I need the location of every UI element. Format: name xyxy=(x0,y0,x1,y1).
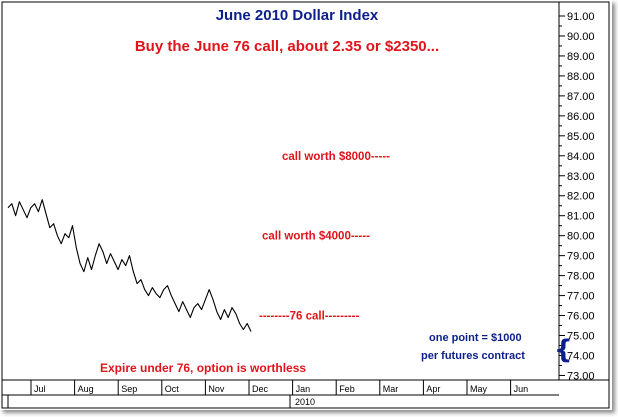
x-tick-label: Jan xyxy=(296,384,311,394)
y-tick-label: 78.00 xyxy=(567,271,595,283)
annotation-call-4000: call worth $4000----- xyxy=(262,231,370,243)
annotation-brace: { xyxy=(554,335,573,365)
y-tick-label: 86.00 xyxy=(567,111,595,123)
chart-frame: 91.00 90.00 89.00 88.00 87.00 86.00 85.00 84.00… xyxy=(1,1,610,409)
x-axis-ticks: Jul Aug Sep Oct Nov Dec Jan Feb Mar Apr May Jun xyxy=(7,380,529,408)
y-tick-label: 90.00 xyxy=(567,31,595,43)
annotation-76-call: --------76 call--------- xyxy=(259,311,359,323)
y-tick-label: 77.00 xyxy=(567,291,595,303)
annotation-per-contract: per futures contract xyxy=(421,350,525,362)
x-tick-label: Apr xyxy=(426,384,440,394)
y-tick-label: 82.00 xyxy=(567,191,595,203)
y-tick-label: 89.00 xyxy=(567,51,595,63)
y-tick-label: 73.00 xyxy=(567,370,595,382)
x-tick-label: Sep xyxy=(121,384,137,394)
y-tick-label: 74.00 xyxy=(567,350,595,362)
x-tick-label: Nov xyxy=(208,384,225,394)
chart-border xyxy=(1,1,610,409)
dollar-index-chart: 91.00 90.00 89.00 88.00 87.00 86.00 85.00 84.00… xyxy=(1,1,610,409)
x-tick-label: Jul xyxy=(34,384,46,394)
chart-subtitle: Buy the June 76 call, about 2.35 or $235… xyxy=(135,38,439,55)
y-tick-label: 76.00 xyxy=(567,311,595,323)
x-tick-label: Aug xyxy=(78,384,94,394)
y-tick-label: 91.00 xyxy=(567,11,595,23)
y-tick-label: 75.00 xyxy=(567,331,595,343)
y-tick-label: 84.00 xyxy=(567,151,595,163)
x-tick-label: Oct xyxy=(165,384,180,394)
y-tick-label: 83.00 xyxy=(567,171,595,183)
x-tick-label: Jun xyxy=(514,384,529,394)
x-tick-label: Mar xyxy=(383,384,399,394)
y-tick-label: 85.00 xyxy=(567,131,595,143)
x-tick-label: Feb xyxy=(339,384,355,394)
y-tick-label: 81.00 xyxy=(567,211,595,223)
chart-title: June 2010 Dollar Index xyxy=(216,7,379,24)
annotation-call-8000: call worth $8000----- xyxy=(282,151,390,163)
y-tick-label: 79.00 xyxy=(567,251,595,263)
y-tick-label: 87.00 xyxy=(567,91,595,103)
annotation-expire: Expire under 76, option is worthless xyxy=(100,361,306,375)
x-year-label: 2010 xyxy=(295,397,315,407)
price-series-line xyxy=(7,199,252,332)
annotation-one-point: one point = $1000 xyxy=(429,332,522,344)
y-tick-label: 88.00 xyxy=(567,71,595,83)
y-axis-ticks: 91.00 90.00 89.00 88.00 87.00 86.00 85.00 84.00… xyxy=(559,11,595,382)
y-tick-label: 80.00 xyxy=(567,231,595,243)
x-tick-label: Dec xyxy=(252,384,269,394)
x-tick-label: May xyxy=(470,384,488,394)
